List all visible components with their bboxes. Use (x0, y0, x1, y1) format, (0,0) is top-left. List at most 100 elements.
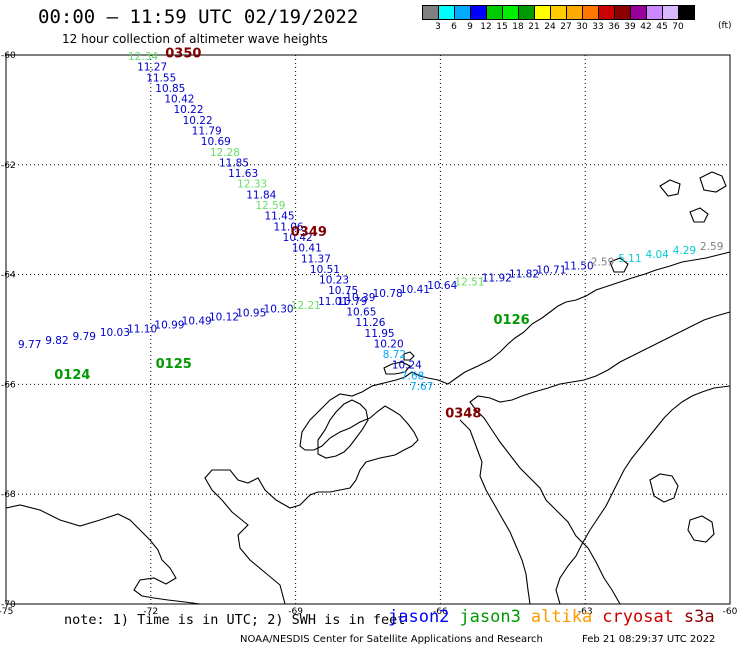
swh-value: 10.78 (373, 288, 403, 300)
island-g (689, 207, 709, 223)
legend-label: 27 (560, 22, 572, 32)
swh-value: 7.67 (410, 381, 433, 393)
page-title: 00:00 – 11:59 UTC 02/19/2022 (38, 6, 359, 28)
pass-labels: 0350 0349 0348 0126 0125 0124 (54, 47, 529, 422)
lon-tick-label: -75 (0, 607, 13, 617)
swh-value: 11.84 (246, 189, 276, 201)
legend-label: 45 (656, 22, 668, 32)
swh-value: 10.42 (283, 232, 313, 244)
graticule (6, 55, 730, 604)
swh-value: 12.21 (291, 300, 321, 312)
swh-value: 10.22 (173, 104, 203, 116)
weddell-coast (469, 311, 731, 605)
coastline (5, 171, 731, 605)
footer-note: note: 1) Time is in UTC; 2) SWH is in fe… (64, 612, 406, 628)
swh-value: 10.23 (319, 275, 349, 287)
legend-label: 18 (512, 22, 524, 32)
swh-value: 10.95 (236, 308, 266, 320)
swh-value: 9.77 (18, 339, 41, 351)
pass-time-label: 0125 (156, 357, 192, 372)
legend-labels: 3 6 9 12 15 18 21 24 27 30 33 36 39 42 45 70 (422, 20, 694, 34)
swh-value: 11.85 (219, 157, 249, 169)
pass-time-label: 0350 (165, 47, 201, 62)
swh-value: 11.50 (564, 261, 594, 273)
swh-value: 10.49 (182, 315, 212, 327)
swh-value: 10.20 (374, 338, 404, 350)
island-b (403, 351, 415, 361)
swh-value: 8.72 (383, 349, 406, 361)
swh-value: 10.99 (154, 319, 184, 331)
swh-value: 10.71 (536, 265, 566, 277)
legend-label: 15 (496, 22, 508, 32)
swh-value: 12.59 (255, 200, 285, 212)
legend-label: 6 (451, 22, 457, 32)
pass-time-label: 0348 (445, 406, 481, 421)
island-h (609, 257, 629, 273)
satellite-name: altika (530, 607, 593, 627)
lon-tick-label: -60 (723, 607, 738, 617)
axis-ticks: -75 -72 -69 -66 -63 -60 -60 -62 -64 -66 -68 -70 (0, 51, 738, 617)
map-frame (5, 54, 731, 605)
swh-value: 10.22 (183, 115, 213, 127)
swh-value: 7.68 (401, 370, 424, 382)
pass-time-label: 0124 (54, 368, 90, 383)
swh-value: 12.28 (210, 147, 240, 159)
island-e (659, 179, 681, 197)
lon-tick-label: -63 (578, 607, 593, 617)
lat-tick-label: -60 (1, 51, 16, 61)
legend-label: 3 (435, 22, 441, 32)
swh-value: 12.51 (454, 276, 484, 288)
lat-tick-label: -64 (1, 271, 16, 281)
lat-tick-label: -62 (1, 161, 16, 171)
lat-tick-label: -66 (1, 380, 16, 390)
swh-value: 11.79 (192, 126, 222, 138)
swh-value: 12.33 (237, 179, 267, 191)
legend-swatches (422, 5, 695, 20)
page-subtitle: 12 hour collection of altimeter wave hei… (62, 32, 328, 46)
island-a (383, 361, 411, 375)
color-legend: 3 6 9 12 15 18 21 24 27 30 33 36 39 42 45 70 (422, 5, 695, 34)
swh-value: 10.69 (201, 136, 231, 148)
swh-value: 10.24 (392, 360, 422, 372)
satellite-name: s3a (683, 607, 715, 627)
altimeter-tracks: 12.3411.2711.5510.8510.4210.2210.2211.79… (18, 51, 723, 393)
legend-label: 33 (592, 22, 604, 32)
swh-value: 10.51 (310, 264, 340, 276)
swh-value: 10.03 (100, 327, 130, 339)
swh-value: 12.34 (128, 51, 158, 63)
swh-value: 11.63 (228, 168, 258, 180)
legend-label: 24 (544, 22, 556, 32)
ice-shelf-coast (5, 504, 201, 605)
lat-tick-label: -70 (1, 600, 16, 610)
lon-tick-label: -72 (143, 607, 158, 617)
satellite-name: jason2 (388, 607, 450, 627)
swh-value: 11.06 (274, 221, 304, 233)
lon-tick-label: -69 (288, 607, 303, 617)
peninsula-coast (204, 251, 731, 605)
swh-value: 9.79 (73, 331, 96, 343)
credit-line: NOAA/NESDIS Center for Satellite Applica… (240, 634, 543, 645)
swh-value: 11.55 (146, 72, 176, 84)
swh-value: 2.59 (700, 241, 723, 253)
swh-value: 4.29 (673, 245, 696, 257)
swh-value: 11.10 (127, 323, 157, 335)
lat-tick-label: -68 (1, 490, 16, 500)
swh-value: 10.65 (346, 306, 376, 318)
satellite-legend: jason2 jason3 altika cryosat s3a (388, 607, 725, 627)
lon-tick-label: -66 (433, 607, 448, 617)
swh-value: 2.59 (591, 257, 614, 269)
swh-value: 10.42 (164, 94, 194, 106)
swh-value: 10.75 (328, 285, 358, 297)
inland-coast (459, 419, 531, 605)
swh-value: 10.39 (345, 292, 375, 304)
legend-label: 21 (528, 22, 540, 32)
legend-swatch (678, 5, 695, 20)
larsen-shelf (555, 385, 731, 605)
swh-value: 11.27 (137, 62, 167, 74)
swh-value: 10.79 (337, 296, 367, 308)
swh-value: 11.45 (264, 211, 294, 223)
island-d (687, 515, 715, 543)
swh-value: 9.82 (45, 335, 68, 347)
legend-unit: (ft) (718, 21, 732, 31)
